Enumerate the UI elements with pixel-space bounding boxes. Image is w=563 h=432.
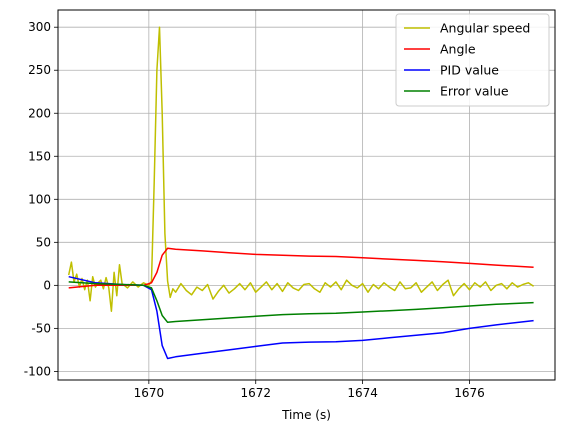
x-tick-label: 1670 — [134, 386, 165, 400]
y-tick-label: 50 — [36, 235, 51, 249]
plot-area-frame — [57, 9, 556, 381]
legend-label: PID value — [440, 63, 499, 78]
series-line-angle — [68, 247, 534, 289]
y-tick-label: 300 — [28, 20, 51, 34]
y-tick-label: 200 — [28, 106, 51, 120]
y-tick-label: 250 — [28, 63, 51, 77]
y-tick-label: 100 — [28, 192, 51, 206]
legend-label: Error value — [440, 84, 509, 99]
y-tick-label: -100 — [24, 364, 51, 378]
series-group — [67, 26, 535, 360]
x-tick-label: 1674 — [347, 386, 378, 400]
legend-box — [395, 13, 550, 107]
x-tick-label: 1672 — [240, 386, 271, 400]
y-tick-label: 0 — [43, 278, 51, 292]
y-tick-label: 150 — [28, 149, 51, 163]
series-line-angular-speed — [67, 26, 535, 312]
legend-label: Angle — [440, 42, 476, 57]
axis-ticks: 1670 1672 1674 1676 -100 -50 0 50 100 150 200 250 30… — [24, 20, 485, 400]
legend: Angular speed Angle PID value Error value — [395, 13, 550, 107]
series-line-pid-value — [68, 275, 534, 360]
series-line-error-value — [68, 281, 534, 324]
legend-label: Angular speed — [440, 21, 530, 36]
y-tick-label: -50 — [31, 321, 51, 335]
x-tick-label: 1676 — [454, 386, 485, 400]
x-axis-title: Time (s) — [281, 408, 331, 422]
